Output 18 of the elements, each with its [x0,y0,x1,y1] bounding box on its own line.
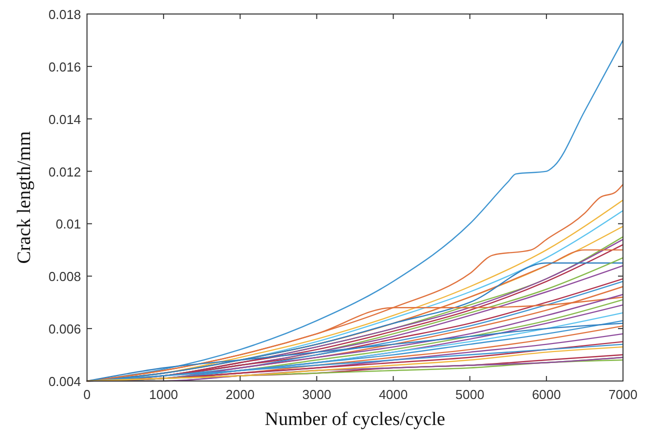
x-tick-label: 1000 [149,387,178,402]
x-tick-label: 2000 [226,387,255,402]
x-tick-label: 4000 [378,387,408,402]
x-tick-label: 0 [83,387,91,402]
y-tick-label: 0.004 [48,374,81,389]
x-tick-label: 3000 [302,387,332,402]
x-tick-label: 6000 [532,387,561,402]
y-tick-label: 0.018 [48,7,81,22]
y-axis-title: Crack length/mm [14,131,35,264]
x-axis-title: Number of cycles/cycle [264,409,446,430]
y-tick-label: 0.016 [48,59,81,74]
y-tick-label: 0.01 [56,216,81,232]
x-tick-label: 5000 [455,387,484,402]
y-tick-label: 0.006 [48,322,81,337]
x-tick-label: 7000 [608,387,638,402]
y-tick-label: 0.014 [48,112,81,127]
y-tick-label: 0.012 [48,164,81,180]
y-tick-label: 0.008 [48,269,81,284]
